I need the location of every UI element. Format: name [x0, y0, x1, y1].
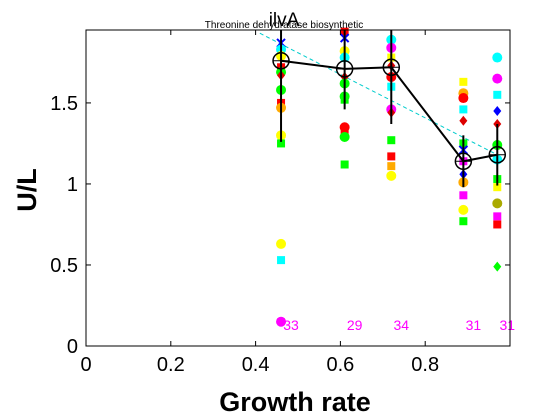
- count-label: 34: [393, 317, 409, 333]
- y-tick-label: 0.5: [50, 255, 78, 277]
- data-point: [492, 198, 503, 209]
- x-tick-label: 0.8: [411, 354, 439, 376]
- data-point: [492, 73, 503, 84]
- plot-background: [86, 30, 510, 346]
- data-point: [493, 261, 502, 272]
- data-point: [459, 77, 468, 86]
- data-point: [459, 115, 468, 126]
- mean-marker-cross: [489, 146, 506, 163]
- data-point: [387, 152, 396, 161]
- data-point: [493, 220, 502, 229]
- mean-marker-cross: [336, 60, 353, 77]
- data-point: [493, 106, 502, 117]
- x-tick-label: 0.4: [242, 354, 270, 376]
- mean-marker-cross: [273, 52, 290, 69]
- data-point: [277, 256, 286, 265]
- x-axis-ticks: 0 0.2 0.4 0.6 0.8: [80, 30, 439, 376]
- count-label: 31: [466, 317, 482, 333]
- y-tick-label: 0: [67, 336, 78, 358]
- x-axis-label: Growth rate: [219, 387, 371, 417]
- y-axis-label: U/L: [12, 168, 42, 212]
- y-axis-ticks: 0 0.5 1 1.5: [50, 93, 510, 358]
- count-label: 33: [283, 317, 299, 333]
- data-point: [276, 316, 287, 327]
- fit-line: [259, 32, 498, 156]
- x-tick-label: 0.6: [326, 354, 354, 376]
- plot-frame: [85, 29, 511, 347]
- data-point: [493, 183, 502, 192]
- data-point: [387, 136, 396, 145]
- data-point: [459, 105, 468, 114]
- mean-marker-cross: [455, 153, 472, 170]
- count-label: 31: [499, 317, 515, 333]
- data-point: [458, 93, 469, 104]
- x-tick-label: 0.2: [157, 354, 185, 376]
- data-point: [493, 90, 502, 99]
- y-tick-label: 1: [67, 174, 78, 196]
- data-point: [340, 126, 349, 135]
- data-point: [459, 217, 468, 226]
- data-point: [493, 212, 502, 221]
- data-point: [492, 52, 503, 63]
- count-label: 29: [347, 317, 363, 333]
- data-point: [276, 238, 287, 249]
- data-point: [458, 204, 469, 215]
- data-point: [386, 170, 397, 181]
- y-tick-label: 1.5: [50, 93, 78, 115]
- data-point: [277, 139, 286, 148]
- data-point: [339, 131, 350, 142]
- count-labels: 33 29 34 31 31: [283, 317, 515, 333]
- x-tick-label: 0: [80, 354, 91, 376]
- data-point: [387, 162, 396, 171]
- data-point: [459, 191, 468, 200]
- chart-subtitle: Threonine dehydratase biosynthetic: [205, 20, 363, 31]
- mean-marker-cross: [383, 59, 400, 76]
- fit-line-layer: [259, 32, 498, 156]
- data-point: [340, 160, 349, 169]
- chart-title: ilvA: [269, 10, 300, 31]
- plot-area: 33 29 34 31 31: [85, 27, 515, 347]
- mean-line-layer: [272, 30, 507, 188]
